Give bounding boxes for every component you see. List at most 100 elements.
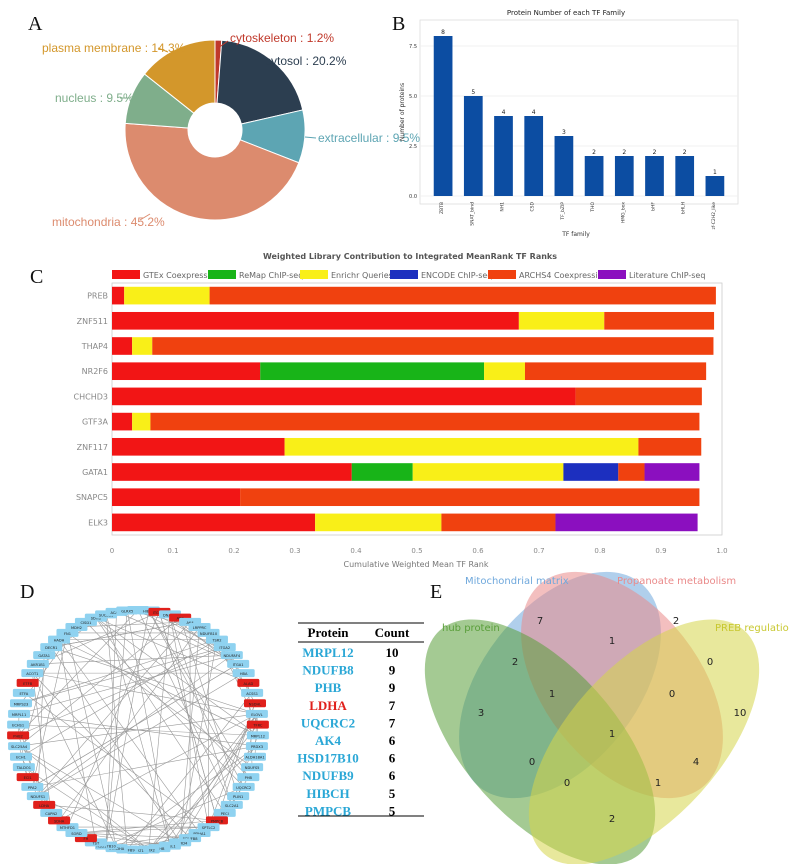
network-node-label: GLRX5: [121, 609, 133, 613]
table-cell-protein: NDUFB8: [302, 663, 354, 678]
venn-count-mm-pm-hub: 1: [549, 689, 555, 700]
network-node: [26, 659, 49, 668]
network-node-label: NSDHL: [249, 702, 261, 706]
network-node-label: LDHA: [39, 804, 49, 808]
panel-letter-a: A: [28, 13, 43, 35]
c-segment-PREB-0: [112, 286, 125, 305]
panel-letter-c: C: [30, 266, 43, 288]
network-node-label: MRPS23: [14, 702, 29, 706]
donut-slice-3: [124, 122, 300, 221]
network-edge: [105, 611, 117, 846]
b-category-label: bHLH: [681, 202, 687, 214]
chart-b-title: Protein Number of each TF Family: [507, 9, 625, 17]
network-node-label: ECHS1: [12, 724, 24, 728]
network-node-label: HADH: [54, 639, 65, 643]
venn-count-all: 1: [609, 729, 615, 740]
c-segment-GATA1-2: [412, 463, 564, 481]
network-node-label: PPA2: [28, 786, 37, 790]
donut-slice-5: [143, 39, 216, 114]
network-edge: [116, 745, 258, 849]
network-node-label: SLC2A1: [225, 804, 239, 808]
b-bar-value: 2: [622, 149, 626, 156]
c-xtick-label: 0: [110, 547, 114, 555]
network-edge: [18, 745, 149, 850]
b-category-label: THO: [590, 202, 596, 213]
c-xtick-label: 0.9: [655, 547, 666, 555]
network-edge: [58, 626, 200, 821]
network-edge: [51, 621, 191, 648]
network-node-label: ITGA2: [219, 646, 230, 650]
table-cell-protein: MRPL12: [302, 645, 353, 660]
b-category-label: TF_bZIP: [560, 202, 566, 221]
table-cell-protein: NDUFB9: [302, 768, 354, 783]
network-edge: [37, 795, 149, 850]
network-edge: [19, 713, 257, 747]
c-xtick-label: 0.3: [289, 547, 300, 555]
network-node-label: AK4: [187, 621, 195, 625]
c-xtick-label: 0.8: [594, 547, 605, 555]
venn-label-propanoate: Propanoate metabolism: [617, 576, 736, 587]
table-cell-protein: LDHA: [309, 698, 347, 713]
b-bar-THO: [584, 156, 604, 196]
network-node: [232, 669, 255, 678]
venn-count-mm-pm-preb: 0: [669, 689, 675, 700]
network-node: [197, 628, 220, 637]
network-node: [237, 773, 260, 782]
network-node-label: SDHB: [91, 617, 102, 621]
c-segment-CHCHD3-0: [112, 387, 576, 406]
venn-set-preb-regulation: [528, 619, 760, 864]
c-segment-SNAPC5-0: [112, 488, 241, 507]
table-cell-count: 6: [389, 751, 396, 766]
table-cell-protein: UQCRC2: [301, 715, 355, 730]
network-node: [213, 643, 236, 652]
c-category-label: SNAPC5: [76, 493, 108, 502]
table-cell-count: 9: [389, 680, 396, 695]
network-node-label: PMPCB: [211, 819, 224, 823]
network-edge: [105, 610, 128, 846]
b-bar-TF_bZIP: [554, 136, 574, 196]
network-node: [12, 688, 35, 697]
network-node-label: PECI: [221, 812, 229, 816]
network-node: [12, 763, 35, 772]
network-node: [16, 678, 39, 687]
network-node-label: ACSS1: [246, 692, 258, 696]
c-segment-GATA1-5: [644, 463, 700, 481]
network-edge: [67, 632, 253, 768]
panel-letter-e: E: [430, 581, 442, 603]
network-node: [205, 816, 228, 825]
b-category-label: NH1: [500, 202, 506, 212]
ppi-network: TIMM44HIBCHITGA2BDNAJC1AK3AK4LRPPRCNDUFB…: [7, 606, 269, 854]
network-node-label: HSD17B10: [96, 845, 116, 849]
network-node: [245, 709, 268, 718]
c-segment-THAP4-0: [112, 337, 133, 355]
leader-line-extracellular: [304, 136, 317, 139]
c-segment-GATA1-3: [563, 463, 619, 481]
network-edge: [67, 611, 160, 828]
network-node: [10, 752, 33, 761]
c-category-label: ZNF511: [77, 317, 108, 326]
b-category-label: zf-C2H2_like: [711, 202, 717, 230]
c-category-label: ZNF117: [77, 443, 108, 452]
c-segment-NR2F6-1: [260, 362, 485, 381]
chart-c-xlabel: Cumulative Weighted Mean TF Rank: [344, 560, 489, 569]
hub-protein-table: Protein Count MRPL12 10 NDUFB8 9 PHB 9 LDHA 7 UQ…: [297, 622, 424, 818]
network-edge: [95, 617, 225, 814]
network-node-label: ETFA: [20, 692, 29, 696]
c-legend-swatch: [598, 270, 626, 279]
network-node-label: PLIN1: [233, 795, 243, 799]
c-segment-GATA1-1: [351, 463, 413, 481]
c-segment-GTF3A-2: [132, 412, 151, 431]
c-segment-NR2F6-4: [524, 362, 707, 381]
tf-family-bar-chart: Protein Number of each TF Family TF fami…: [399, 9, 739, 238]
network-edge: [148, 610, 249, 778]
b-bar-NH1: [494, 116, 513, 196]
venn-count-pm-preb: 0: [707, 657, 713, 668]
network-node-label: ALDH18A1: [245, 756, 264, 760]
network-edge: [137, 609, 233, 805]
network-edge: [105, 614, 128, 850]
network-node-label: SDHA: [54, 819, 65, 823]
network-edge: [32, 663, 239, 788]
c-legend-swatch: [390, 270, 418, 279]
table-cell-protein: HIBCH: [306, 786, 349, 801]
